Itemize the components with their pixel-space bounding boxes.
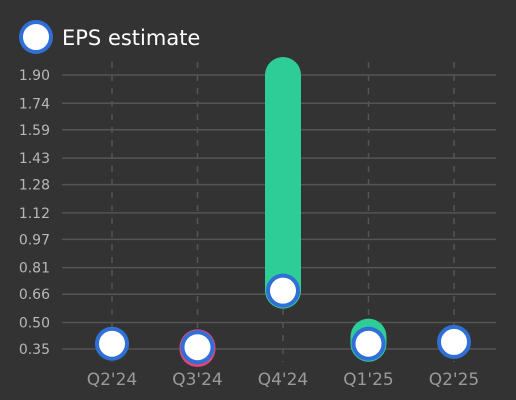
y-axis: 0.35 0.50 0.66 0.81 0.97 1.12 1.28 1.43 1.59 1.74…	[19, 68, 50, 358]
legend[interactable]: EPS estimate	[19, 20, 200, 54]
x-tick-label: Q2'25	[429, 370, 480, 390]
y-tick-label: 0.35	[19, 342, 50, 358]
y-tick-label: 1.43	[19, 151, 50, 167]
y-tick-label: 1.12	[19, 206, 50, 222]
y-tick-label: 1.59	[19, 123, 50, 139]
x-tick-label: Q3'24	[172, 370, 223, 390]
x-tick-label: Q4'24	[258, 370, 309, 390]
difference-bars	[179, 57, 387, 367]
y-tick-label: 1.74	[19, 96, 50, 112]
estimate-point[interactable]	[437, 324, 471, 359]
y-tick-label: 0.97	[19, 232, 50, 248]
x-tick-label: Q2'24	[87, 370, 138, 390]
estimate-point[interactable]	[95, 326, 129, 361]
y-tick-label: 1.90	[19, 68, 50, 84]
estimate-point[interactable]	[180, 330, 215, 365]
legend-label: EPS estimate	[62, 26, 200, 50]
estimate-point[interactable]	[351, 326, 386, 361]
y-tick-label: 1.28	[19, 178, 50, 194]
x-axis: Q2'24 Q3'24 Q4'24 Q1'25 Q2'25	[87, 370, 480, 390]
y-tick-label: 0.50	[19, 315, 50, 331]
estimate-point[interactable]	[266, 273, 300, 308]
y-tick-label: 0.81	[19, 261, 50, 277]
x-tick-label: Q1'25	[343, 370, 394, 390]
estimate-points	[95, 273, 471, 365]
legend-marker	[19, 20, 53, 54]
y-tick-label: 0.66	[19, 287, 50, 303]
